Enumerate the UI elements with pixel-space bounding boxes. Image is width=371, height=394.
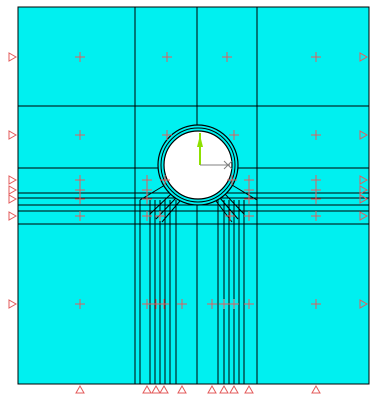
boundary-support-left	[8, 175, 18, 185]
node-plus-marker	[162, 130, 172, 140]
node-plus-marker	[159, 299, 169, 309]
node-plus-marker	[75, 194, 85, 204]
boundary-support-right	[359, 175, 369, 185]
mesh-line-radial	[161, 200, 181, 223]
boundary-support-right	[359, 185, 369, 195]
node-plus-marker	[142, 211, 152, 221]
boundary-support-left	[8, 130, 18, 140]
node-plus-marker	[75, 130, 85, 140]
node-plus-marker	[162, 52, 172, 62]
boundary-support-right	[359, 211, 369, 221]
mesh-line-radial	[149, 192, 173, 215]
boundary-support-left	[8, 299, 18, 309]
boundary-support-bottom	[75, 384, 85, 394]
node-plus-marker	[244, 175, 254, 185]
boundary-support-bottom	[151, 384, 161, 394]
node-plus-marker	[75, 175, 85, 185]
boundary-support-bottom	[311, 384, 321, 394]
node-plus-marker	[311, 175, 321, 185]
node-plus-marker	[244, 185, 254, 195]
boundary-support-right	[359, 130, 369, 140]
axis-x-cross-icon	[223, 160, 233, 170]
node-plus-marker	[229, 130, 239, 140]
node-plus-marker	[142, 175, 152, 185]
boundary-support-bottom	[219, 384, 229, 394]
node-plus-marker	[311, 211, 321, 221]
node-plus-marker	[75, 211, 85, 221]
boundary-support-right	[359, 52, 369, 62]
node-plus-marker	[244, 194, 254, 204]
node-plus-marker	[155, 211, 165, 221]
node-plus-marker	[219, 299, 229, 309]
node-plus-marker	[75, 185, 85, 195]
boundary-support-bottom	[229, 384, 239, 394]
node-plus-marker	[311, 130, 321, 140]
node-plus-marker	[244, 211, 254, 221]
tunnel-opening[interactable]	[163, 130, 233, 200]
boundary-support-bottom	[177, 384, 187, 394]
boundary-support-bottom	[142, 384, 152, 394]
boundary-support-left	[8, 194, 18, 204]
boundary-support-left	[8, 185, 18, 195]
boundary-support-right	[359, 194, 369, 204]
node-plus-marker	[207, 299, 217, 309]
boundary-markers-group	[8, 52, 369, 394]
node-plus-marker	[142, 299, 152, 309]
boundary-support-bottom	[244, 384, 254, 394]
boundary-support-right	[359, 299, 369, 309]
mesh-line-radial	[231, 184, 258, 201]
node-plus-marker	[142, 185, 152, 195]
boundary-support-left	[8, 211, 18, 221]
node-plus-marker	[225, 211, 235, 221]
node-plus-marker	[177, 299, 187, 309]
boundary-support-bottom	[207, 384, 217, 394]
boundary-support-bottom	[159, 384, 169, 394]
node-plus-marker	[222, 52, 232, 62]
node-plus-marker	[142, 194, 152, 204]
mesh-line-radial	[215, 200, 233, 223]
node-plus-marker	[75, 299, 85, 309]
node-plus-marker	[311, 185, 321, 195]
node-plus-marker	[75, 52, 85, 62]
node-plus-marker	[311, 52, 321, 62]
node-plus-marker	[311, 299, 321, 309]
axis-triad-group	[197, 133, 233, 170]
node-plus-marker	[311, 194, 321, 204]
node-plus-marker	[227, 175, 237, 185]
tunnel-opening-group	[157, 124, 239, 206]
node-plus-marker	[160, 175, 170, 185]
node-plus-marker	[244, 299, 254, 309]
mesh-line-radial	[139, 184, 166, 201]
boundary-support-left	[8, 52, 18, 62]
lining-middle-ring	[160, 127, 236, 203]
mesh-lines-group	[18, 7, 369, 384]
mesh-line-radial	[223, 192, 245, 215]
node-markers-group	[75, 52, 321, 309]
node-plus-marker	[229, 299, 239, 309]
axis-y-arrow-icon	[197, 135, 203, 147]
